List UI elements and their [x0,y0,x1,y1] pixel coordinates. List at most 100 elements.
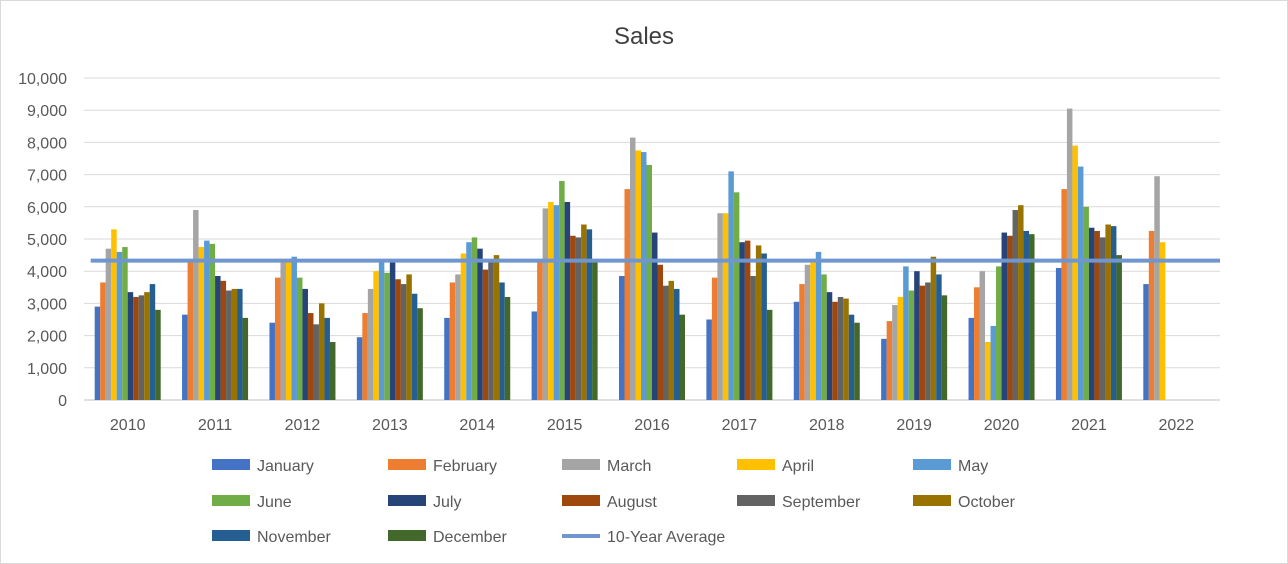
bar-september-2012 [313,324,319,400]
bar-november-2010 [149,284,156,400]
bar-august-2018 [832,301,838,400]
y-tick-label: 0 [58,393,67,410]
bar-october-2020 [1018,205,1024,400]
bar-august-2010 [133,296,139,400]
bar-may-2010 [116,251,123,400]
legend-swatch [562,495,600,506]
legend-item-november: November [212,529,331,546]
bar-january-2010 [94,306,101,400]
bar-february-2016 [624,189,630,400]
bar-september-2014 [488,261,494,400]
x-tick-label: 2013 [372,417,408,434]
legend-item-august: August [562,494,657,511]
legend-label: July [433,494,461,511]
bar-january-2022 [1143,284,1149,400]
bar-september-2019 [925,282,931,400]
legend-label: September [782,494,861,511]
legend-swatch [212,495,250,506]
bar-february-2010 [100,282,106,400]
legend-item-september: September [737,494,861,511]
legend-item-april: April [737,458,814,475]
bar-december-2019 [941,295,948,400]
bar-february-2021 [1061,189,1067,400]
x-tick-label: 2018 [809,417,845,434]
bar-july-2017 [739,242,745,400]
legend-label: March [607,458,651,475]
bar-march-2016 [630,137,636,400]
bar-may-2019 [903,266,909,400]
legend-item-july: July [388,494,461,511]
x-tick-label: 2015 [547,417,583,434]
legend-item-may: May [913,458,988,475]
bar-december-2016 [679,314,685,400]
legend-label: April [782,458,814,475]
bar-september-2020 [1012,210,1019,400]
legend-label: October [958,494,1016,511]
bar-september-2018 [837,296,844,400]
x-tick-label: 2019 [896,417,932,434]
bar-january-2017 [706,319,712,400]
bar-july-2021 [1088,227,1095,400]
bar-june-2012 [296,277,303,400]
bar-march-2013 [367,288,374,400]
bar-march-2011 [193,210,199,400]
legend-item-february: February [388,458,497,475]
bar-january-2016 [619,276,625,400]
bar-march-2018 [804,264,811,400]
y-axis: 0 1,000 2,000 3,000 4,000 5,000 6,000 7,000 8,00… [18,71,67,410]
bar-july-2018 [826,292,833,400]
bar-august-2015 [570,235,576,400]
bar-august-2020 [1007,235,1013,400]
bar-october-2019 [930,256,937,400]
bar-may-2016 [641,152,647,400]
legend-label: December [433,529,507,546]
bar-october-2014 [493,255,500,400]
legend-label: May [958,458,988,475]
bar-july-2011 [215,276,221,400]
bar-march-2019 [892,305,898,400]
bar-september-2010 [138,295,145,400]
bar-december-2012 [329,342,336,400]
bar-may-2014 [466,242,472,400]
bar-july-2019 [914,271,920,400]
bar-december-2014 [504,296,511,400]
bar-april-2019 [897,296,904,400]
bar-october-2018 [843,298,849,400]
x-tick-label: 2017 [722,417,758,434]
bar-october-2010 [144,292,150,400]
legend-label: August [607,494,657,511]
bar-october-2012 [318,303,325,400]
bar-august-2019 [919,285,926,400]
bar-november-2014 [499,282,505,400]
bar-february-2022 [1148,230,1155,400]
bar-july-2013 [389,259,396,400]
legend-item-december: December [388,529,507,546]
bar-november-2020 [1023,230,1030,400]
bar-april-2018 [810,261,816,400]
bar-january-2015 [531,311,538,400]
bar-february-2012 [274,277,281,400]
bar-february-2017 [711,277,718,400]
bar-october-2013 [406,274,412,400]
legend-swatch [388,459,426,470]
legend-item-january: January [212,458,314,475]
bar-march-2021 [1066,108,1073,400]
bar-december-2017 [766,309,773,400]
bar-september-2011 [226,290,232,400]
x-tick-label: 2011 [198,417,233,434]
x-tick-label: 2010 [110,417,146,434]
legend-swatch [388,495,426,506]
bar-august-2021 [1094,230,1100,400]
bar-august-2012 [307,313,314,400]
bar-april-2020 [985,342,991,400]
y-tick-label: 6,000 [27,200,67,217]
bar-august-2013 [395,279,401,400]
bar-november-2012 [324,317,330,400]
bar-may-2018 [815,251,822,400]
legend-item-10-year-average: 10-Year Average [562,529,725,546]
bar-july-2010 [127,292,134,400]
bar-july-2014 [477,248,483,400]
bar-april-2015 [548,201,554,400]
legend-swatch [212,459,250,470]
bar-december-2020 [1029,234,1035,400]
